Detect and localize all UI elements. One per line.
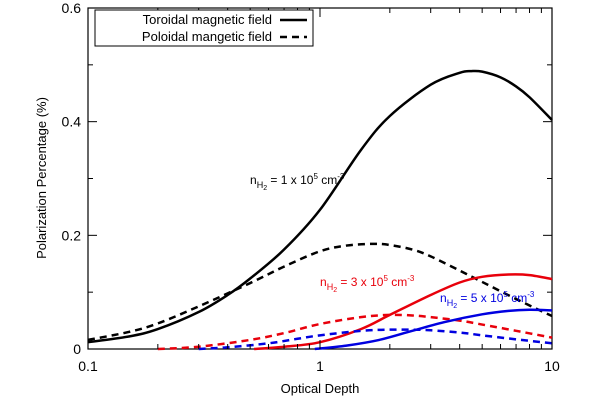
anno-2-sub: H xyxy=(327,282,334,292)
anno-3-subsub: 2 xyxy=(453,303,457,310)
legend-label-toroidal: Toroidal magnetic field xyxy=(143,12,272,27)
anno-2-base: n xyxy=(320,275,327,289)
annotation-density-1e5: nH2 = 1 x 105 cm-3 xyxy=(250,172,345,192)
legend-label-poloidal: Poloidal mangetic field xyxy=(142,29,272,44)
series-line-1 xyxy=(87,69,553,344)
y-tick-label: 0 xyxy=(73,341,81,357)
y-tick-label: 0.2 xyxy=(62,227,82,243)
anno-1-unit-exp: -3 xyxy=(337,172,345,181)
anno-3-unit-exp: -3 xyxy=(527,290,535,299)
y-axis-label: Polarization Percentage (%) xyxy=(34,97,49,259)
legend: Toroidal magnetic field Poloidal mangeti… xyxy=(94,9,314,47)
anno-2-unit: cm xyxy=(388,275,407,289)
series-line-6 xyxy=(198,328,553,351)
anno-2-unit-exp: -3 xyxy=(407,274,415,283)
series-line-5 xyxy=(314,308,553,351)
y-tick-label: 0.6 xyxy=(62,0,82,16)
anno-3-rest: = 5 x 10 xyxy=(457,291,504,305)
series-layer xyxy=(87,69,553,351)
anno-1-sub: H xyxy=(257,180,264,190)
series-line-4 xyxy=(157,313,553,351)
anno-3-unit: cm xyxy=(508,291,527,305)
anno-1-rest: = 1 x 10 xyxy=(267,173,314,187)
anno-3-exp: 5 xyxy=(503,290,508,299)
anno-1-base: n xyxy=(250,173,257,187)
legend-box xyxy=(94,9,314,47)
anno-1-exp: 5 xyxy=(313,172,318,181)
x-tick-label: 10 xyxy=(544,358,560,374)
annotation-density-5e5: nH2 = 5 x 105 cm-3 xyxy=(440,290,535,310)
y-tick-label: 0.4 xyxy=(62,114,82,130)
anno-1-unit: cm xyxy=(318,173,337,187)
series-line-2 xyxy=(87,242,553,342)
anno-3-base: n xyxy=(440,291,447,305)
anno-2-rest: = 3 x 10 xyxy=(337,275,384,289)
anno-3-sub: H xyxy=(447,298,454,308)
anno-2-subsub: 2 xyxy=(333,287,337,294)
x-axis-label: Optical Depth xyxy=(281,381,360,396)
ticks-layer: 0.1 1 10 0 0.2 0.4 0.6 xyxy=(62,0,560,374)
anno-1-subsub: 2 xyxy=(263,185,267,192)
x-tick-label: 1 xyxy=(316,358,324,374)
anno-2-exp: 5 xyxy=(383,274,388,283)
x-tick-label: 0.1 xyxy=(78,358,98,374)
annotation-density-3e5: nH2 = 3 x 105 cm-3 xyxy=(320,274,415,294)
